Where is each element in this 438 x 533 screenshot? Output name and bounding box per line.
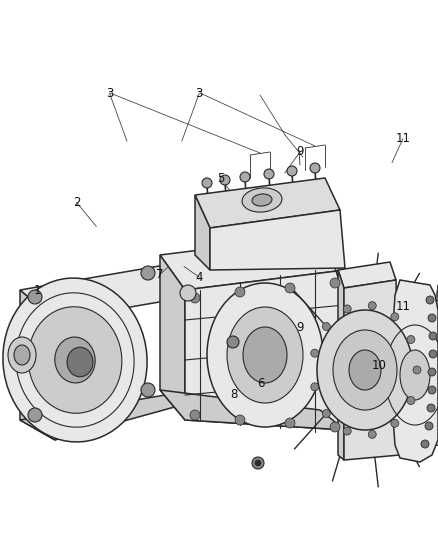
Ellipse shape	[252, 457, 264, 469]
Text: 11: 11	[396, 300, 410, 313]
Text: 5: 5	[218, 172, 225, 185]
Ellipse shape	[28, 307, 122, 413]
Polygon shape	[390, 280, 438, 462]
Ellipse shape	[287, 166, 297, 176]
Text: 11: 11	[396, 132, 410, 145]
Ellipse shape	[252, 194, 272, 206]
Ellipse shape	[428, 368, 436, 376]
Polygon shape	[338, 262, 396, 288]
Text: 4: 4	[195, 271, 203, 284]
Ellipse shape	[407, 335, 415, 343]
Ellipse shape	[264, 169, 274, 179]
Ellipse shape	[428, 386, 436, 394]
Polygon shape	[160, 235, 345, 290]
Polygon shape	[195, 195, 210, 270]
Ellipse shape	[426, 296, 434, 304]
Polygon shape	[210, 210, 345, 270]
Ellipse shape	[255, 460, 261, 466]
Ellipse shape	[407, 397, 415, 405]
Ellipse shape	[67, 347, 93, 377]
Ellipse shape	[322, 322, 330, 330]
Ellipse shape	[317, 310, 413, 430]
Ellipse shape	[285, 283, 295, 293]
Text: 9: 9	[296, 321, 304, 334]
Polygon shape	[20, 290, 55, 440]
Ellipse shape	[330, 278, 340, 288]
Ellipse shape	[235, 287, 245, 297]
Ellipse shape	[190, 293, 200, 303]
Text: 8: 8	[231, 388, 238, 401]
Ellipse shape	[425, 422, 433, 430]
Text: 3: 3	[196, 87, 203, 100]
Polygon shape	[338, 270, 344, 460]
Ellipse shape	[220, 175, 230, 185]
Polygon shape	[20, 265, 200, 320]
Ellipse shape	[55, 337, 95, 383]
Ellipse shape	[202, 178, 212, 188]
Ellipse shape	[343, 427, 351, 435]
Ellipse shape	[427, 404, 435, 412]
Polygon shape	[185, 270, 345, 430]
Ellipse shape	[343, 305, 351, 313]
Ellipse shape	[141, 383, 155, 397]
Ellipse shape	[322, 409, 330, 417]
Ellipse shape	[368, 430, 376, 438]
Text: 6: 6	[257, 377, 265, 390]
Polygon shape	[160, 390, 345, 430]
Text: 7: 7	[156, 268, 164, 281]
Ellipse shape	[285, 418, 295, 428]
Text: 3: 3	[106, 87, 113, 100]
Ellipse shape	[421, 440, 429, 448]
Ellipse shape	[333, 330, 397, 410]
Text: 1: 1	[33, 284, 41, 297]
Polygon shape	[340, 268, 345, 432]
Ellipse shape	[242, 188, 282, 212]
Polygon shape	[20, 395, 200, 440]
Ellipse shape	[391, 313, 399, 321]
Ellipse shape	[28, 408, 42, 422]
Ellipse shape	[207, 283, 323, 427]
Polygon shape	[195, 178, 340, 228]
Ellipse shape	[28, 290, 42, 304]
Ellipse shape	[429, 332, 437, 340]
Ellipse shape	[227, 336, 239, 348]
Ellipse shape	[310, 163, 320, 173]
Ellipse shape	[311, 383, 319, 391]
Text: 2: 2	[73, 196, 81, 209]
Polygon shape	[344, 280, 400, 460]
Ellipse shape	[330, 422, 340, 432]
Ellipse shape	[240, 172, 250, 182]
Ellipse shape	[391, 419, 399, 427]
Ellipse shape	[413, 366, 421, 374]
Ellipse shape	[141, 266, 155, 280]
Ellipse shape	[400, 350, 430, 400]
Text: 10: 10	[371, 359, 386, 372]
Ellipse shape	[14, 345, 30, 365]
Ellipse shape	[368, 302, 376, 310]
Text: 9: 9	[296, 146, 304, 158]
Ellipse shape	[349, 350, 381, 390]
Ellipse shape	[235, 415, 245, 425]
Polygon shape	[160, 255, 185, 420]
Ellipse shape	[3, 278, 147, 442]
Ellipse shape	[428, 314, 436, 322]
Ellipse shape	[311, 349, 319, 357]
Ellipse shape	[190, 410, 200, 420]
Ellipse shape	[243, 327, 287, 383]
Ellipse shape	[227, 307, 303, 403]
Ellipse shape	[429, 350, 437, 358]
Ellipse shape	[180, 285, 196, 301]
Ellipse shape	[8, 337, 36, 373]
Polygon shape	[165, 265, 200, 400]
